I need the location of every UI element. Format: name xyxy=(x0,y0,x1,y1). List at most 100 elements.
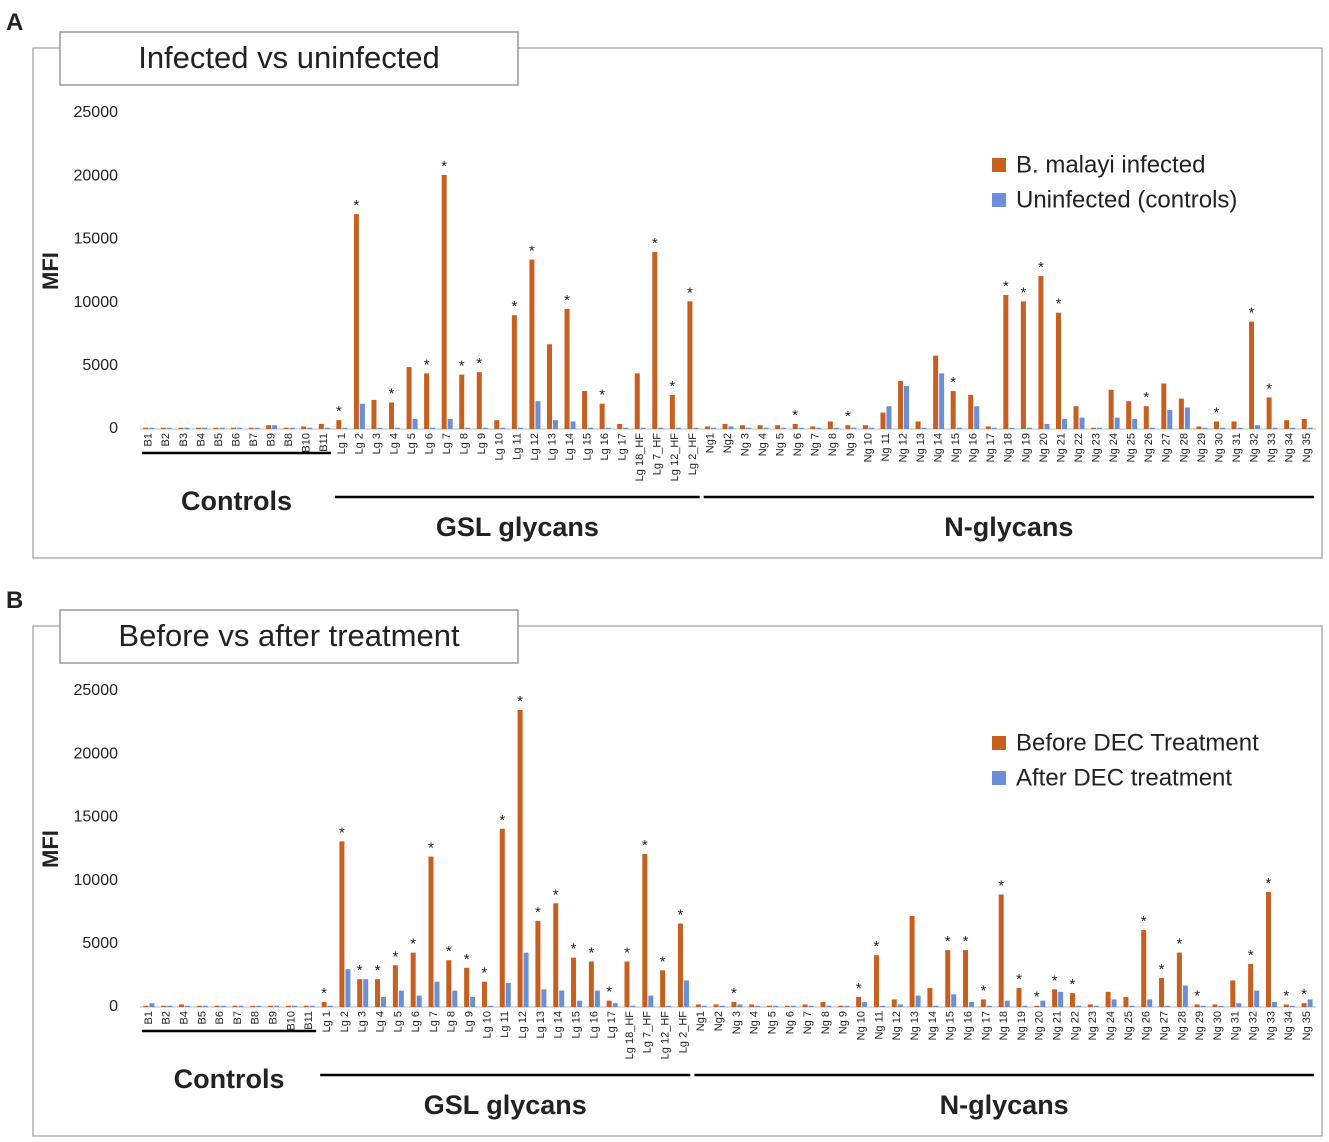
x-tick-label: Ng2 xyxy=(722,433,734,453)
bar xyxy=(658,427,664,429)
x-tick-label: Lg 3 xyxy=(371,433,383,454)
panel-frame xyxy=(32,625,1323,1137)
x-tick-label: Ng 6 xyxy=(792,433,804,456)
legend-label: After DEC treatment xyxy=(1016,764,1232,791)
significance-marker: * xyxy=(1266,875,1272,892)
bar xyxy=(377,427,383,429)
x-tick-label: Lg 5 xyxy=(406,433,418,454)
bar xyxy=(862,1001,868,1007)
bar xyxy=(1237,427,1243,429)
x-tick-label: Lg 12 xyxy=(529,433,541,461)
x-tick-label: Ng 9 xyxy=(838,1011,850,1034)
bar xyxy=(781,427,787,429)
bar xyxy=(1114,417,1120,429)
bar xyxy=(238,1005,244,1007)
bar xyxy=(1182,985,1188,1007)
x-tick-label: Lg 1 xyxy=(321,1011,333,1032)
bar xyxy=(430,427,436,429)
bar xyxy=(256,1005,262,1007)
bar xyxy=(1176,952,1182,1007)
bar xyxy=(1283,1004,1289,1007)
x-tick-label: Lg 7_HF xyxy=(652,433,664,475)
bar xyxy=(268,1005,274,1007)
significance-marker: * xyxy=(482,965,488,982)
significance-marker: * xyxy=(1248,947,1254,964)
x-tick-label: B7 xyxy=(248,433,260,446)
significance-marker: * xyxy=(410,936,416,953)
bar xyxy=(798,427,804,429)
bar xyxy=(452,990,458,1007)
bar xyxy=(214,1005,220,1007)
bar xyxy=(149,427,155,429)
bar xyxy=(713,1004,719,1007)
bar xyxy=(704,426,710,429)
bar xyxy=(599,403,605,429)
bar xyxy=(648,995,654,1007)
x-tick-label: Lg 2 xyxy=(339,1011,351,1032)
x-tick-label: Ng 17 xyxy=(985,433,997,462)
bar xyxy=(891,999,897,1007)
bar xyxy=(950,391,956,429)
bar xyxy=(232,1005,238,1007)
bar xyxy=(880,412,886,429)
bar xyxy=(447,418,453,429)
bar xyxy=(784,1005,790,1007)
x-tick-label: Ng 24 xyxy=(1108,433,1120,462)
bar xyxy=(915,421,921,429)
x-tick-label: Lg 4 xyxy=(388,433,400,454)
bar xyxy=(428,856,434,1007)
x-tick-label: Ng 26 xyxy=(1141,1011,1153,1040)
bar xyxy=(327,1005,333,1007)
x-tick-label: Ng1 xyxy=(704,433,716,453)
bar xyxy=(737,1004,743,1007)
bar xyxy=(464,967,470,1007)
bar xyxy=(1196,426,1202,429)
x-tick-label: B9 xyxy=(268,1011,280,1024)
x-tick-label: Lg 7 xyxy=(441,433,453,454)
bar xyxy=(897,1004,903,1007)
x-tick-label: Lg 11 xyxy=(499,1011,511,1038)
bar xyxy=(675,427,681,429)
x-tick-label: Lg 13 xyxy=(535,1011,547,1039)
bar xyxy=(213,427,219,429)
bar xyxy=(933,355,939,429)
bar xyxy=(1178,398,1184,429)
significance-marker: * xyxy=(339,824,345,841)
bar xyxy=(810,426,816,429)
x-tick-label: Ng 34 xyxy=(1283,1011,1295,1040)
significance-marker: * xyxy=(389,385,395,402)
bar xyxy=(1271,1001,1277,1007)
bar xyxy=(915,995,921,1007)
y-tick-label: 15000 xyxy=(74,231,119,248)
significance-marker: * xyxy=(1266,380,1272,397)
bar xyxy=(1044,423,1050,429)
bar xyxy=(1034,1005,1040,1007)
x-tick-label: Ng 8 xyxy=(820,1011,832,1034)
x-tick-label: Ng 11 xyxy=(880,433,892,462)
y-tick-label: 25000 xyxy=(74,682,119,699)
x-tick-label: Ng 27 xyxy=(1158,1011,1170,1040)
bar xyxy=(1301,1003,1307,1007)
bar xyxy=(790,1005,796,1007)
bar xyxy=(1230,980,1236,1007)
significance-marker: * xyxy=(511,298,517,315)
x-tick-label: B8 xyxy=(283,433,295,446)
x-tick-label: Ng 35 xyxy=(1301,433,1313,462)
bar xyxy=(640,427,646,429)
y-axis-label: MFI xyxy=(38,252,63,290)
significance-marker: * xyxy=(1301,986,1307,1003)
y-tick-label: 5000 xyxy=(82,357,118,374)
significance-marker: * xyxy=(441,158,447,175)
bar xyxy=(266,425,272,429)
y-tick-label: 10000 xyxy=(74,294,119,311)
significance-marker: * xyxy=(687,284,693,301)
significance-marker: * xyxy=(1052,972,1058,989)
bar xyxy=(1022,1005,1028,1007)
x-tick-label: Ng 34 xyxy=(1284,433,1296,462)
bar xyxy=(986,1005,992,1007)
bar xyxy=(939,373,945,429)
x-tick-label: Lg 7_HF xyxy=(642,1011,654,1053)
x-tick-label: B1 xyxy=(143,433,155,446)
significance-marker: * xyxy=(1141,913,1147,930)
significance-marker: * xyxy=(1249,305,1255,322)
